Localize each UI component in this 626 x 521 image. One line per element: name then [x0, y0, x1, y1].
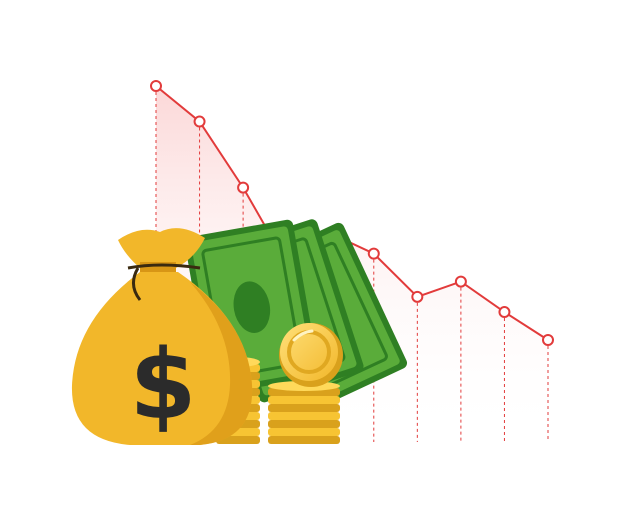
- trend-point: [454, 275, 467, 288]
- trend-point: [150, 80, 162, 92]
- coin: [268, 420, 340, 428]
- trend-point: [498, 306, 511, 319]
- coin: [268, 396, 340, 404]
- trend-point: [193, 115, 206, 128]
- trend-point: [367, 247, 380, 260]
- coin: [216, 436, 260, 444]
- trend-point: [542, 334, 554, 346]
- coin: [268, 436, 340, 444]
- coin: [268, 404, 340, 412]
- banknote-icon: [184, 219, 408, 411]
- gold-coin-icon: [279, 323, 343, 387]
- dollar-sign-icon: $: [130, 329, 197, 441]
- trend-point: [237, 181, 250, 194]
- coin: [268, 428, 340, 436]
- money-bag-icon: $: [71, 228, 253, 445]
- trend-point: [411, 290, 424, 303]
- trend-line: [155, 85, 549, 341]
- coin: [268, 412, 340, 420]
